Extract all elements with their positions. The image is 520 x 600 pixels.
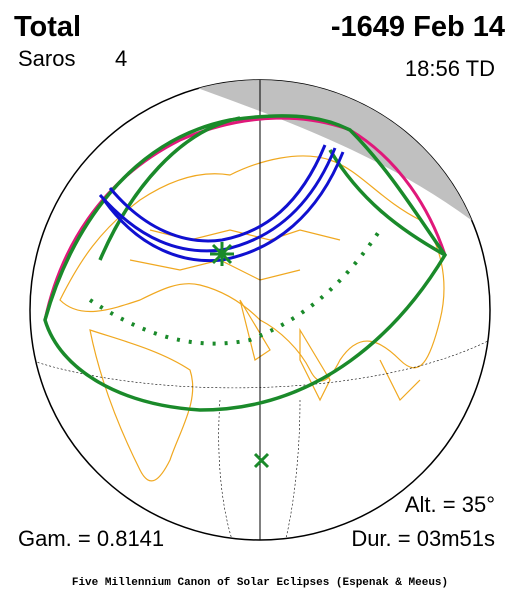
eclipse-type: Total [14, 11, 81, 43]
eclipse-time: 18:56 TD [405, 56, 495, 81]
dotted-limit [88, 228, 382, 346]
duration: Dur. = 03m51s [351, 526, 495, 551]
greatest-eclipse [210, 242, 234, 266]
credit: Five Millennium Canon of Solar Eclipses … [72, 577, 448, 589]
penumbral-boundary [43, 114, 448, 412]
altitude: Alt. = 35° [405, 492, 495, 517]
saros-label: Saros [18, 46, 75, 71]
eclipse-date: -1649 Feb 14 [331, 11, 505, 43]
rise-set-curves [98, 116, 446, 261]
penumbra-limit [43, 116, 447, 321]
saros-number: 4 [115, 46, 127, 71]
gamma: Gam. = 0.8141 [18, 526, 164, 551]
sub-solar-point [253, 452, 270, 469]
